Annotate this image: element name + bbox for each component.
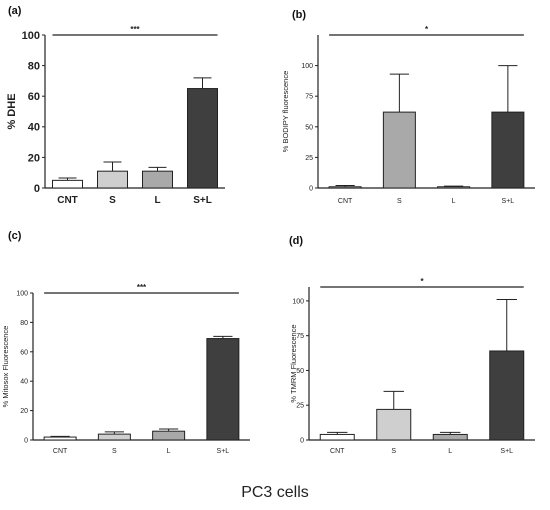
y-tick-label: 100 — [301, 63, 313, 70]
bar-cnt — [52, 179, 83, 189]
y-tick-label: 100 — [16, 290, 28, 297]
bar-s — [97, 170, 128, 189]
bar-splusl — [491, 111, 525, 189]
y-axis-label: % Mitosox Fluorescence — [1, 326, 10, 408]
bar-splusl — [187, 88, 218, 189]
x-tick-label: L — [167, 448, 171, 455]
y-tick-label: 25 — [296, 403, 304, 410]
bar-splusl — [489, 350, 525, 441]
y-tick-label: 40 — [28, 122, 40, 134]
y-axis-label: % BODIPY fluorescence — [281, 71, 290, 153]
x-tick-label: CNT — [330, 448, 345, 455]
x-tick-label: L — [452, 198, 456, 205]
bar-s — [97, 433, 131, 441]
y-tick-label: 0 — [34, 183, 40, 195]
x-tick-label: CNT — [53, 448, 68, 455]
y-tick-label: 0 — [300, 437, 304, 444]
x-tick-label: S+L — [502, 198, 515, 205]
x-tick-label: CNT — [338, 198, 353, 205]
x-tick-label: S+L — [193, 195, 212, 206]
y-tick-label: 60 — [20, 349, 28, 356]
y-axis-label: % TMRM Fluorescence — [289, 324, 298, 402]
x-tick-label: L — [448, 448, 452, 455]
bar-splusl — [206, 338, 240, 441]
y-tick-label: 50 — [305, 124, 313, 131]
y-axis-label: % DHE — [6, 93, 18, 129]
bar-s — [376, 408, 412, 441]
y-tick-label: 0 — [309, 185, 313, 192]
panel-d-chart: (d) 0 25 50 75 100 % TMRM Fluorescence CNT S L S+L… — [289, 235, 535, 455]
significance-marker: * — [425, 25, 429, 34]
y-tick-label: 60 — [28, 91, 40, 103]
bar-l — [152, 430, 186, 441]
x-tick-label: CNT — [57, 195, 78, 206]
x-tick-label: S — [391, 448, 396, 455]
panel-c-chart: (c) 0 20 40 60 80 100 % Mitosox Fluorescence CNT… — [1, 230, 250, 455]
significance-marker: *** — [137, 283, 147, 292]
x-tick-label: S+L — [217, 448, 230, 455]
y-tick-label: 80 — [20, 320, 28, 327]
significance-marker: *** — [130, 25, 140, 34]
y-tick-label: 20 — [28, 152, 40, 164]
bar-cnt — [43, 436, 77, 441]
panel-b-chart: (b) 0 25 50 75 100 % BODIPY fluorescence CNT S L S… — [281, 9, 535, 205]
x-tick-label: S+L — [500, 448, 513, 455]
x-tick-label: L — [154, 195, 160, 206]
y-tick-label: 75 — [305, 94, 313, 101]
panel-label: (c) — [8, 230, 22, 242]
bar-l — [432, 433, 468, 441]
panel-label: (d) — [289, 235, 303, 247]
bar-cnt — [319, 433, 355, 441]
y-tick-label: 75 — [296, 333, 304, 340]
x-tick-label: S — [397, 198, 402, 205]
bar-l — [437, 186, 471, 189]
significance-marker: * — [420, 277, 424, 286]
y-tick-label: 20 — [20, 408, 28, 415]
y-tick-label: 80 — [28, 60, 40, 72]
x-tick-label: S — [109, 195, 116, 206]
y-tick-label: 100 — [22, 30, 40, 42]
panel-label: (b) — [292, 9, 306, 21]
bar-cnt — [328, 186, 362, 189]
y-tick-label: 40 — [20, 379, 28, 386]
y-tick-label: 25 — [305, 155, 313, 162]
panel-a-chart: (a) 0 20 40 60 80 100 % DHE CNT S L S+L *** — [6, 5, 225, 206]
panel-label: (a) — [8, 5, 22, 17]
y-tick-label: 0 — [24, 437, 28, 444]
figure-caption: PC3 cells — [241, 484, 309, 501]
bar-l — [142, 170, 173, 189]
y-tick-label: 100 — [292, 298, 304, 305]
y-tick-label: 50 — [296, 368, 304, 375]
bar-s — [382, 111, 416, 189]
x-tick-label: S — [112, 448, 117, 455]
